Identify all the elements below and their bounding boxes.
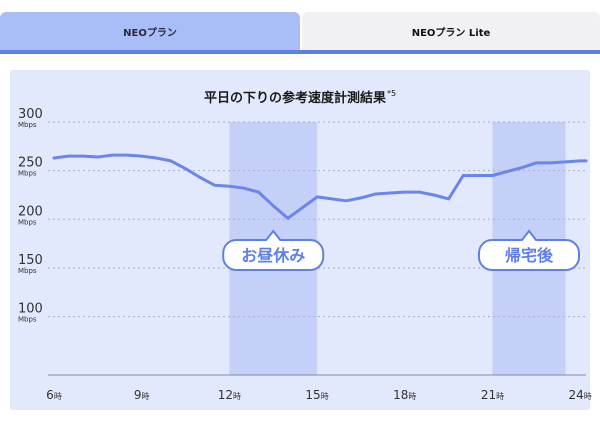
x-tick-label: 12時 — [218, 388, 241, 402]
y-tick-unit: Mbps — [18, 170, 37, 178]
y-tick-label: 100 — [18, 302, 43, 317]
tab-underline — [0, 50, 600, 54]
x-tick-label: 18時 — [393, 388, 416, 402]
y-tick-unit: Mbps — [18, 218, 37, 226]
x-tick-label: 24時 — [569, 388, 592, 402]
y-tick-label: 200 — [18, 204, 43, 219]
band-callout-bubble — [222, 229, 325, 271]
y-tick-unit: Mbps — [18, 267, 37, 275]
chart-title-text: 平日の下りの参考速度計測結果 — [203, 91, 386, 106]
y-tick-unit: Mbps — [18, 121, 37, 129]
band-callout-label: 帰宅後 — [505, 246, 554, 265]
chart-title: 平日の下りの参考速度計測結果*5 — [0, 87, 600, 106]
speed-series-line — [52, 153, 588, 220]
y-tick-label: 250 — [18, 156, 43, 171]
x-tick-label: 9時 — [134, 388, 150, 402]
tab-neo-plan-lite[interactable]: NEOプラン Lite — [302, 12, 600, 50]
band-callout-label: お昼休み — [241, 246, 305, 265]
x-tick-label: 6時 — [46, 388, 62, 402]
chart-title-footnote: *5 — [386, 89, 397, 98]
x-tick-label: 15時 — [305, 388, 328, 402]
tab-neo-plan[interactable]: NEOプラン — [0, 12, 300, 50]
y-tick-label: 150 — [18, 253, 43, 268]
plan-tabs: NEOプラン NEOプラン Lite — [0, 12, 600, 54]
band-callout-bubble — [478, 229, 580, 271]
y-tick-label: 300 — [18, 107, 43, 122]
y-tick-unit: Mbps — [18, 316, 37, 324]
x-tick-label: 21時 — [481, 388, 504, 402]
